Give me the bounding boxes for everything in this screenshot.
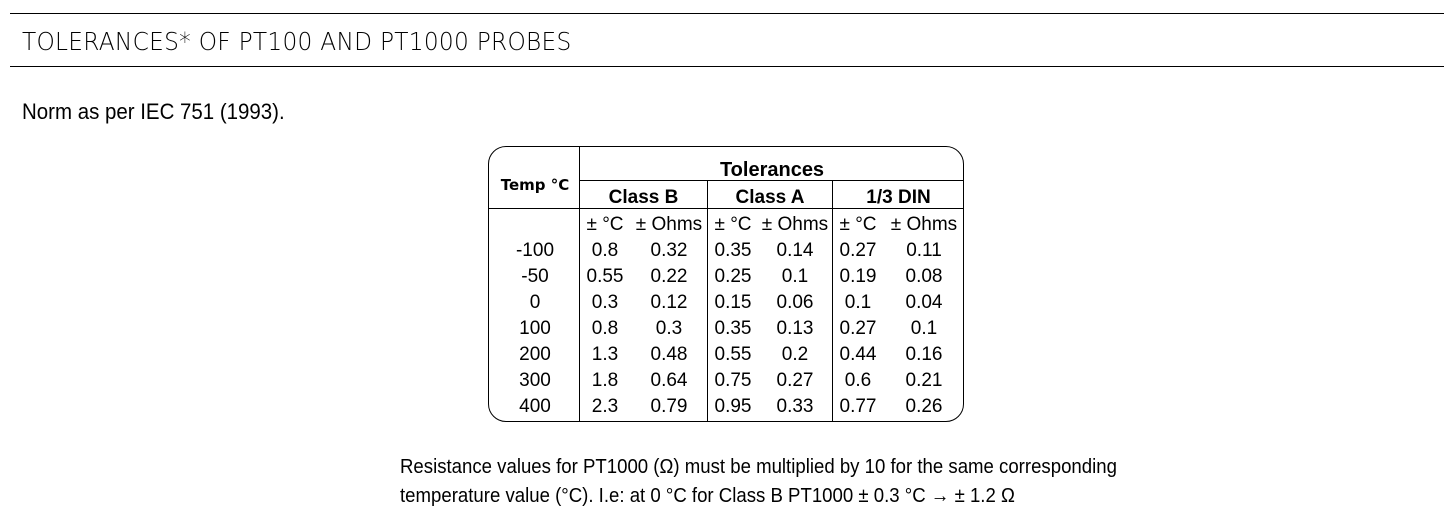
table-cell: 0.3 (591, 292, 619, 313)
row-temp-cell: 200 (519, 344, 551, 365)
table-cell: 0.1 (844, 292, 872, 313)
table-cell: 0.15 (714, 292, 752, 313)
page-title: TOLERANCES* OF PT100 AND PT1000 PROBES (22, 27, 572, 56)
temp-header: Temp °C (500, 176, 570, 194)
table-cell: 0.25 (714, 266, 752, 287)
header-bottom-divider (489, 208, 963, 209)
footnote-line: temperature value (°C). I.e: at 0 °C for… (400, 485, 1015, 507)
table-cell: 0.3 (655, 318, 683, 339)
row-temp-cell: -50 (521, 266, 549, 287)
footnote: Resistance values for PT1000 (Ω) must be… (400, 453, 1117, 511)
footnote-line: Resistance values for PT1000 (Ω) must be… (400, 456, 1117, 478)
tolerances-header: Tolerances (719, 159, 825, 181)
table-cell: 0.21 (905, 370, 943, 391)
table-cell: 0.16 (905, 344, 943, 365)
unit-header: ± Ohms (761, 214, 829, 235)
row-temp-cell: 0 (529, 292, 541, 313)
table-cell: 0.35 (714, 240, 752, 261)
table-cell: 0.77 (839, 396, 877, 417)
table-cell: 0.32 (650, 240, 688, 261)
table-cell: 0.27 (839, 318, 877, 339)
class-divider (832, 180, 833, 421)
table-cell: 0.8 (591, 318, 619, 339)
table-cell: 0.08 (905, 266, 943, 287)
table-cell: 0.13 (776, 318, 814, 339)
table-cell: 0.14 (776, 240, 814, 261)
table-cell: 0.11 (906, 240, 942, 261)
table-cell: 0.79 (650, 396, 688, 417)
row-temp-cell: 400 (519, 396, 551, 417)
table-cell: 0.75 (714, 370, 752, 391)
header-divider (580, 180, 963, 181)
unit-header: ± Ohms (890, 214, 958, 235)
table-cell: 0.64 (650, 370, 688, 391)
class-divider (707, 180, 708, 421)
table-cell: 0.27 (839, 240, 877, 261)
class-header: Class B (608, 187, 679, 208)
table-cell: 0.55 (586, 266, 624, 287)
table-cell: 0.6 (844, 370, 872, 391)
table-cell: 0.35 (714, 318, 752, 339)
row-temp-cell: 100 (519, 318, 551, 339)
table-cell: 0.27 (776, 370, 814, 391)
table-cell: 2.3 (591, 396, 619, 417)
table-cell: 0.04 (905, 292, 943, 313)
table-cell: 0.44 (839, 344, 877, 365)
table-cell: 0.19 (839, 266, 877, 287)
table-cell: 0.55 (714, 344, 752, 365)
table-cell: 0.48 (650, 344, 688, 365)
unit-header: ± Ohms (635, 214, 703, 235)
table-cell: 1.8 (591, 370, 619, 391)
unit-header: ± °C (586, 214, 624, 235)
unit-header: ± °C (714, 214, 752, 235)
table-cell: 0.8 (591, 240, 619, 261)
norm-text: Norm as per IEC 751 (1993). (22, 99, 285, 124)
table-cell: 0.33 (776, 396, 814, 417)
class-header: Class A (735, 187, 805, 208)
table-cell: 0.1 (781, 266, 809, 287)
top-rule (10, 13, 1444, 14)
table-cell: 0.1 (910, 318, 938, 339)
table-cell: 0.06 (776, 292, 814, 313)
temp-column-divider (579, 147, 580, 421)
table-cell: 0.12 (650, 292, 688, 313)
class-header: 1/3 DIN (866, 187, 931, 208)
table-cell: 0.2 (781, 344, 809, 365)
tolerance-table: Temp °C Tolerances Class B Class A 1/3 D… (488, 146, 964, 422)
table-cell: 0.95 (714, 396, 752, 417)
table-cell: 0.26 (905, 396, 943, 417)
unit-header: ± °C (839, 214, 877, 235)
table-cell: 0.22 (650, 266, 688, 287)
title-underline (10, 66, 1444, 67)
table-cell: 1.3 (591, 344, 619, 365)
row-temp-cell: 300 (519, 370, 551, 391)
row-temp-cell: -100 (515, 240, 555, 261)
